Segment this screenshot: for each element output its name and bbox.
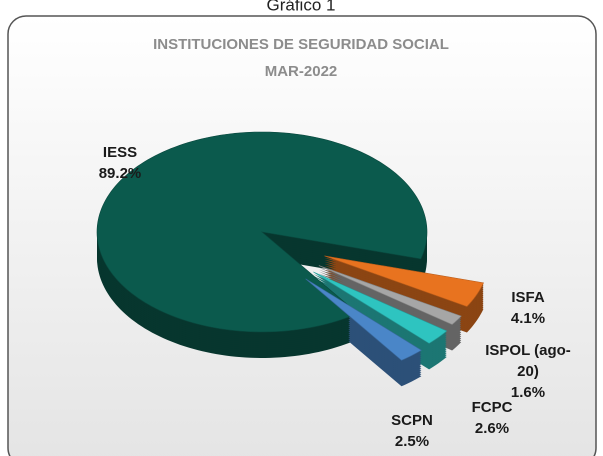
- slice-label: SCPN: [391, 412, 433, 429]
- slice-value-label: 1.6%: [510, 384, 546, 401]
- slice-value-label: 2.6%: [474, 420, 510, 437]
- slice-label: ISFA: [511, 289, 545, 306]
- slice: [313, 271, 448, 344]
- slice: [305, 278, 422, 361]
- slice-value-label: 2.5%: [394, 433, 430, 450]
- chart-title: INSTITUCIONES DE SEGURIDAD SOCIAL: [153, 36, 449, 53]
- slice-label: ISPOL (ago-20): [485, 342, 571, 380]
- chart-subtitle: MAR-2022: [265, 63, 338, 80]
- slice-label: FCPC: [471, 399, 513, 416]
- caption: Gráfico 1: [267, 0, 336, 14]
- slice-label: IESS: [102, 144, 138, 161]
- slice-value-label: 4.1%: [510, 310, 546, 327]
- slice: [96, 131, 428, 333]
- slice: [318, 265, 462, 325]
- slice: [324, 255, 484, 307]
- slice-value-label: 89.2%: [98, 165, 142, 182]
